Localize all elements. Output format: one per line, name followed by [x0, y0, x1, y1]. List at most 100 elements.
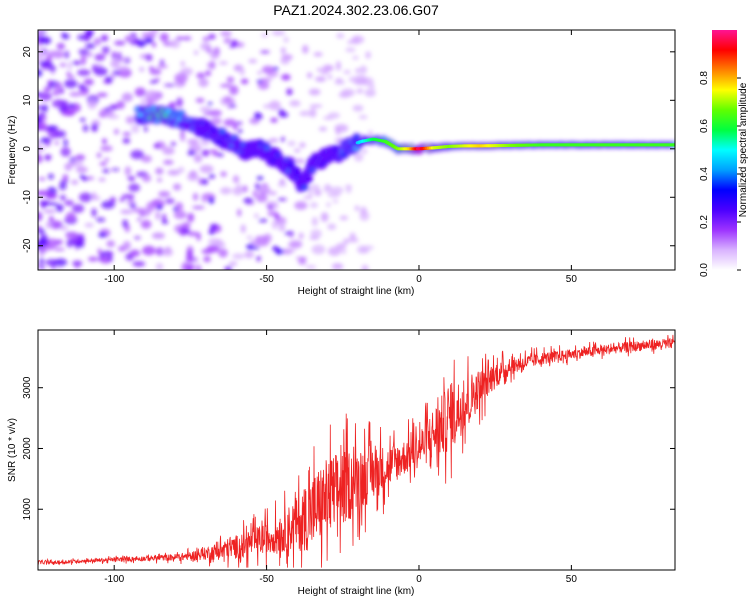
heatmap-cell — [59, 62, 67, 68]
heatmap-cell — [162, 146, 175, 155]
heatmap-cell — [206, 244, 220, 253]
heatmap-cell — [353, 80, 367, 85]
x-tick-label: 50 — [566, 274, 578, 285]
heatmap-cell — [95, 217, 106, 222]
heatmap-cell — [313, 188, 322, 197]
heatmap-cell — [294, 201, 308, 210]
heatmap-cell — [170, 39, 181, 49]
heatmap-cell — [65, 231, 78, 240]
heatmap-cell — [91, 208, 97, 217]
heatmap-cell — [38, 154, 44, 164]
heatmap-cell — [45, 238, 59, 249]
heatmap-cell — [300, 110, 313, 117]
heatmap-cell — [220, 187, 232, 195]
x-tick-label: 0 — [416, 274, 422, 285]
heatmap-cell — [305, 265, 317, 269]
heatmap-cell — [365, 51, 371, 59]
heatmap-cell — [45, 221, 53, 229]
heatmap-cell — [368, 130, 373, 138]
heatmap-cell — [272, 67, 279, 71]
heatmap-cell — [364, 88, 376, 98]
heatmap-cell — [140, 98, 146, 107]
heatmap-cell — [159, 59, 165, 65]
heatmap-cell — [192, 192, 199, 201]
heatmap-cell — [223, 118, 237, 127]
snr-line-area — [38, 334, 675, 568]
heatmap-cell — [51, 99, 65, 108]
heatmap-cell — [330, 186, 344, 195]
heatmap-cell — [38, 211, 43, 222]
heatmap-cell — [277, 182, 287, 188]
heatmap-cell — [155, 247, 165, 256]
colorbar-tick-label: 0.6 — [699, 119, 710, 133]
heatmap-cell — [177, 111, 185, 116]
y-tick-label: -10 — [22, 190, 33, 205]
heatmap-cell — [208, 33, 216, 40]
heatmap-cell — [268, 191, 278, 196]
heatmap-cell — [320, 212, 329, 222]
heatmap-cell — [250, 239, 261, 246]
heatmap-cell — [178, 81, 186, 86]
heatmap-cell — [294, 158, 305, 164]
heatmap-cell — [176, 97, 183, 108]
heatmap-cell — [109, 104, 118, 111]
heatmap-cell — [203, 256, 211, 263]
heatmap-cell — [85, 176, 95, 180]
heatmap-cell — [38, 228, 46, 234]
heatmap-cell — [356, 88, 364, 94]
heatmap-cell — [107, 114, 120, 120]
heatmap-cell — [177, 166, 185, 174]
heatmap-cell — [130, 149, 145, 160]
heatmap-cell — [163, 159, 174, 165]
heatmap-cell — [271, 30, 286, 36]
heatmap-cell — [43, 209, 57, 214]
heatmap-cell — [143, 126, 148, 132]
heatmap-cell — [146, 201, 156, 212]
heatmap-cell — [180, 132, 186, 142]
heatmap-cell — [278, 108, 285, 116]
heatmap-cell — [42, 138, 52, 143]
heatmap-cell — [208, 174, 216, 179]
heatmap-cell — [38, 177, 46, 181]
heatmap-cell — [66, 71, 72, 76]
heatmap-cell — [359, 206, 367, 216]
heatmap-cell — [117, 51, 122, 61]
heatmap-cell — [269, 138, 279, 143]
x-tick-label: -100 — [104, 274, 124, 285]
heatmap-cell — [233, 123, 238, 131]
heatmap-cell — [187, 212, 195, 223]
heatmap-cell — [82, 124, 89, 132]
heatmap-cell — [161, 220, 169, 224]
heatmap-cell — [156, 64, 168, 69]
heatmap-cell — [77, 69, 91, 76]
heatmap-cell — [361, 148, 368, 154]
heatmap-cell — [356, 245, 368, 254]
heatmap-cell — [106, 240, 116, 248]
heatmap-cell — [144, 37, 154, 44]
heatmap-cell — [187, 149, 196, 156]
heatmap-cell — [65, 211, 76, 222]
heatmap-cell — [198, 78, 209, 88]
heatmap-cell — [192, 205, 205, 210]
heatmap-cell — [104, 107, 110, 112]
heatmap-cell — [102, 168, 110, 174]
snr-panel: -100 -50 0 50 1000 2000 3000 Height of straig… — [7, 329, 676, 597]
heatmap-cell — [98, 232, 107, 238]
heatmap-cell — [152, 41, 157, 48]
heatmap-cell — [229, 44, 237, 48]
heatmap-cell — [132, 207, 146, 213]
heatmap-cell — [142, 174, 152, 183]
heatmap-cell — [96, 152, 102, 158]
heatmap-cell — [244, 251, 255, 259]
heatmap-cell — [38, 257, 45, 265]
heatmap-cell — [43, 87, 52, 92]
heatmap-cell — [40, 60, 54, 69]
heatmap-cell — [311, 216, 318, 227]
heatmap-cell — [332, 199, 339, 203]
heatmap-cell — [55, 204, 64, 212]
spectrogram-plot-frame — [37, 29, 676, 271]
heatmap-cell — [199, 106, 212, 113]
heatmap-cell — [246, 235, 253, 240]
heatmap-cell — [352, 56, 359, 60]
heatmap-ridge-core — [355, 137, 675, 151]
